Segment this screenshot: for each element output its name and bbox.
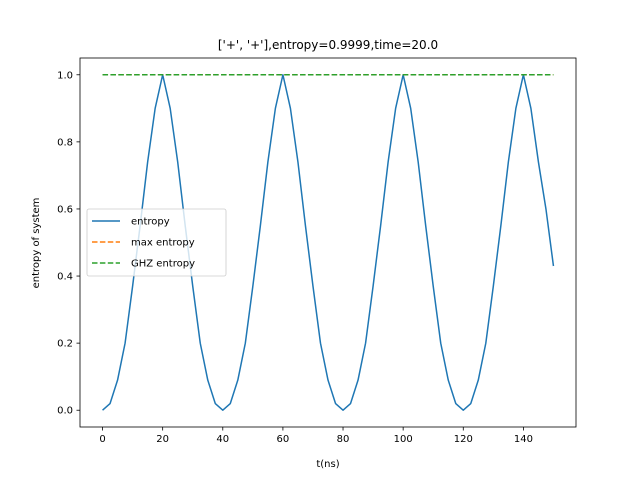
legend-label: GHZ entropy	[131, 259, 195, 270]
y-tick-label: 0.0	[57, 406, 73, 417]
legend-label: entropy	[131, 217, 170, 228]
plot-layer	[102, 74, 555, 411]
x-tick-label: 80	[337, 434, 350, 445]
legend-box	[86, 208, 227, 277]
y-axis-label: entropy of system	[31, 198, 42, 289]
x-axis-label: t(ns)	[316, 459, 339, 470]
legend: entropy max entropy GHZ entropy	[86, 208, 227, 277]
y-tick-label: 1.0	[57, 70, 73, 81]
x-tick-label: 20	[156, 434, 169, 445]
y-tick-label: 0.8	[57, 137, 73, 148]
x-tick-label: 60	[277, 434, 290, 445]
y-tick-label: 0.6	[57, 204, 73, 215]
series-line-entropy	[102, 74, 555, 411]
plot-frame	[79, 57, 577, 428]
legend-label: max entropy	[131, 238, 195, 249]
x-tick-label: 120	[454, 434, 473, 445]
x-tick-label: 100	[394, 434, 413, 445]
x-tick-label: 140	[514, 434, 533, 445]
y-tick-label: 0.2	[57, 339, 73, 350]
x-tick-label: 40	[216, 434, 229, 445]
x-axis-ticks: 0 20 40 60 80 100 120 140	[99, 427, 533, 445]
y-tick-label: 0.4	[57, 272, 73, 283]
x-tick-label: 0	[99, 434, 105, 445]
y-axis-ticks: 0.0 0.2 0.4 0.6 0.8 1.0	[57, 70, 80, 417]
chart-title: ['+', '+'],entropy=0.9999,time=20.0	[218, 38, 438, 52]
